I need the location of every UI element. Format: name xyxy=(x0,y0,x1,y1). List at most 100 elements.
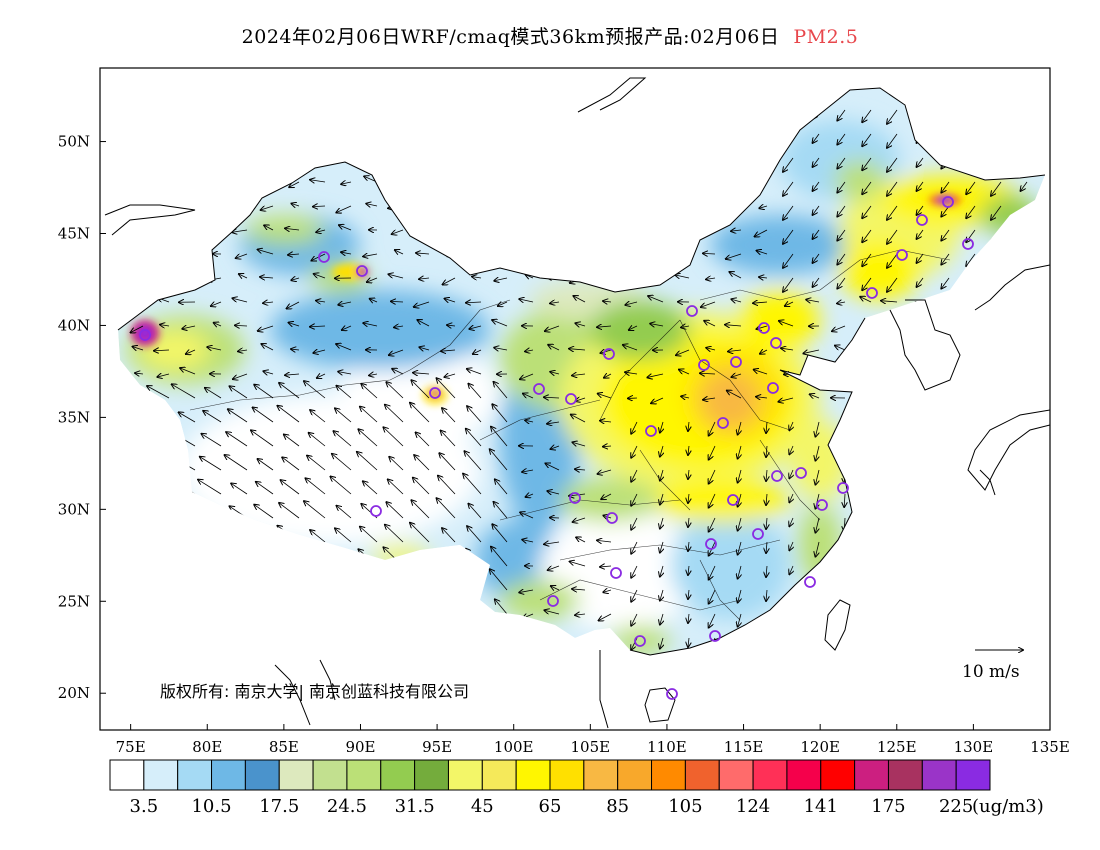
station-marker xyxy=(758,322,770,334)
wind-arrow xyxy=(862,229,872,242)
wind-arrow xyxy=(631,565,638,578)
wind-arrow xyxy=(754,370,768,375)
wind-arrow xyxy=(385,525,404,543)
colorbar-label: 105 xyxy=(668,796,702,817)
wind-arrow xyxy=(147,386,170,399)
wind-arrow xyxy=(789,541,793,550)
colorbar-label: 124 xyxy=(736,796,770,817)
wind-arrow xyxy=(291,349,300,350)
station-marker xyxy=(717,417,729,429)
lon-tick-label: 80E xyxy=(192,738,222,756)
wind-arrow xyxy=(363,254,378,257)
wind-arrow xyxy=(783,229,794,244)
wind-arrow xyxy=(631,589,638,602)
wind-arrow xyxy=(445,299,456,302)
wind-arrow xyxy=(414,301,430,307)
wind-arrow xyxy=(571,415,586,423)
wind-arrow xyxy=(285,228,300,230)
wind-arrow xyxy=(277,406,300,423)
wind-arrow xyxy=(862,277,872,290)
wind-arrow xyxy=(738,541,741,555)
wind-arrow xyxy=(443,277,456,285)
monitoring-stations xyxy=(139,196,974,700)
wind-arrow xyxy=(341,182,352,184)
wind-arrow xyxy=(341,252,352,254)
wind-arrow xyxy=(738,613,741,627)
wind-arrow xyxy=(438,476,456,495)
wind-arrow xyxy=(1051,614,1053,627)
wind-arrow xyxy=(519,299,534,302)
wind-arrow xyxy=(783,157,794,172)
wind-arrow xyxy=(442,528,456,543)
lat-tick-label: 50N xyxy=(58,133,90,151)
wind-arrow xyxy=(862,253,872,266)
wind-arrow xyxy=(660,589,663,601)
wind-arrow xyxy=(551,586,560,590)
wind-arrow xyxy=(700,373,716,374)
wind-arrow xyxy=(789,517,793,526)
wind-arrow xyxy=(813,205,820,215)
colorbar-swatch xyxy=(177,759,213,791)
wind-arrow xyxy=(495,599,508,615)
wind-arrow xyxy=(338,302,352,305)
wind-arrow xyxy=(575,398,586,401)
lat-tick-label: 40N xyxy=(58,316,90,334)
wind-arrow xyxy=(837,253,846,265)
wind-arrow xyxy=(813,229,820,239)
wind-arrow xyxy=(738,565,741,579)
wind-arrow xyxy=(789,565,793,574)
wind-arrow xyxy=(263,371,274,374)
wind-arrow xyxy=(600,566,612,567)
wind-arrow xyxy=(573,296,586,303)
wind-arrow xyxy=(494,348,508,350)
wind-arrow xyxy=(709,613,716,628)
wind-arrow xyxy=(941,229,950,241)
colorbar-swatch xyxy=(651,759,686,791)
wind-arrow xyxy=(575,323,586,326)
colorbar-swatch xyxy=(278,759,314,791)
wind-arrow xyxy=(282,457,300,471)
wind-arrow xyxy=(887,229,898,244)
lat-tick-label: 45N xyxy=(58,225,90,243)
wind-arrow xyxy=(172,384,196,399)
wind-arrow xyxy=(526,494,534,497)
wind-arrow xyxy=(709,565,716,580)
lon-tick-label: 90E xyxy=(345,738,375,756)
station-marker xyxy=(356,265,368,277)
colorbar-label: 85 xyxy=(606,796,629,817)
station-marker xyxy=(606,512,618,524)
wind-arrow xyxy=(887,205,898,220)
wind-arrow xyxy=(647,374,664,377)
wind-arrow xyxy=(544,397,560,398)
wind-arrow xyxy=(442,408,456,423)
wind-arrow xyxy=(520,373,534,379)
wind-arrow xyxy=(285,374,300,375)
wind-arrow xyxy=(254,505,274,519)
wind-arrow xyxy=(600,350,612,353)
wind-arrow xyxy=(202,434,222,447)
wind-arrow xyxy=(468,504,482,519)
wind-arrow xyxy=(225,455,248,471)
lon-tick-label: 105E xyxy=(571,738,611,756)
wind-arrow xyxy=(728,350,742,352)
wind-arrow xyxy=(441,350,456,351)
wind-arrow xyxy=(287,301,300,309)
wind-arrow xyxy=(623,345,638,351)
station-marker xyxy=(770,337,782,349)
wind-arrow xyxy=(631,517,638,530)
wind-arrow xyxy=(599,613,612,621)
colorbar-label: 10.5 xyxy=(191,796,231,817)
wind-arrow xyxy=(385,405,404,423)
wind-arrow xyxy=(781,348,794,350)
wind-arrow xyxy=(803,350,820,353)
colorbar-swatch xyxy=(583,759,619,791)
wind-arrow xyxy=(1051,494,1053,507)
wind-arrow xyxy=(738,445,741,459)
wind-arrow xyxy=(704,321,716,327)
wind-arrow xyxy=(759,277,768,278)
wind-arrow xyxy=(491,427,508,447)
wind-arrow xyxy=(411,380,430,399)
wind-arrow xyxy=(917,253,924,263)
wind-arrow xyxy=(363,323,378,326)
wind-arrow xyxy=(731,374,742,377)
